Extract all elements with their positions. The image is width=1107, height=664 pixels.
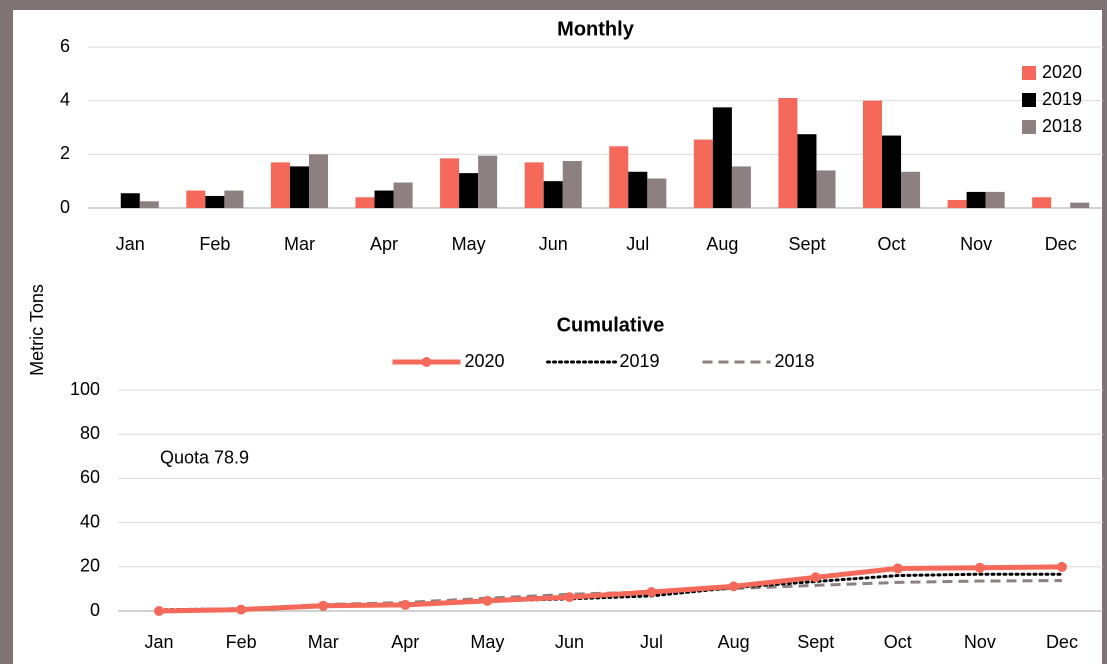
- x-tick-label: Feb: [199, 234, 230, 254]
- bar: [139, 201, 159, 208]
- line-marker: [1056, 561, 1067, 572]
- y-tick-label: 0: [90, 600, 100, 620]
- bar: [862, 100, 883, 208]
- x-tick-label: Dec: [1045, 234, 1077, 254]
- bar: [712, 107, 732, 208]
- line-marker: [892, 563, 903, 574]
- line-marker: [646, 586, 657, 597]
- legend-label: 2019: [1042, 89, 1082, 109]
- bar: [985, 191, 1005, 208]
- line-marker: [318, 600, 329, 611]
- line: [158, 564, 1062, 614]
- x-tick-label: Sept: [788, 234, 825, 254]
- y-tick-label: 2: [60, 143, 70, 163]
- bar: [731, 166, 751, 208]
- legend-label: 2018: [775, 351, 815, 371]
- bar: [478, 155, 498, 208]
- x-tick-label: Mar: [308, 632, 339, 652]
- x-tick-label: Nov: [964, 632, 996, 652]
- bar: [289, 166, 309, 208]
- x-tick-label: Feb: [226, 632, 257, 652]
- line-marker: [236, 604, 247, 615]
- bar: [901, 171, 921, 208]
- x-tick-label: Jan: [116, 234, 145, 254]
- legend-swatch: [1022, 93, 1036, 107]
- y-tick-label: 80: [80, 423, 100, 443]
- y-tick-label: 6: [60, 36, 70, 56]
- bar: [816, 170, 836, 208]
- bar: [693, 139, 713, 208]
- legend-label: 2020: [1042, 62, 1082, 82]
- x-tick-label: Sept: [797, 632, 834, 652]
- x-tick-label: May: [452, 234, 486, 254]
- x-tick-label: Nov: [960, 234, 992, 254]
- x-tick-label: Jan: [145, 632, 174, 652]
- bar: [205, 195, 225, 208]
- legend-label: 2018: [1042, 116, 1082, 136]
- bar: [882, 135, 902, 208]
- legend-swatch: [1022, 66, 1036, 80]
- legend-label: 2019: [620, 351, 660, 371]
- x-tick-label: Jun: [555, 632, 584, 652]
- bar: [797, 134, 817, 208]
- bar: [647, 178, 667, 208]
- chart-background: [13, 10, 1102, 664]
- line-marker: [154, 606, 165, 616]
- chart-title: Cumulative: [557, 314, 665, 336]
- bar: [186, 190, 206, 208]
- bar: [966, 191, 986, 208]
- bar: [524, 162, 544, 208]
- legend-marker: [421, 357, 432, 367]
- bar: [440, 158, 460, 208]
- bar: [543, 181, 563, 208]
- bar: [778, 97, 798, 208]
- x-tick-label: Apr: [370, 234, 398, 254]
- bar: [1070, 202, 1090, 208]
- y-axis-label: Metric Tons: [27, 284, 47, 376]
- y-tick-label: 0: [60, 197, 70, 217]
- bar: [120, 193, 140, 208]
- y-tick-label: 20: [80, 556, 100, 576]
- y-tick-label: 4: [60, 89, 70, 109]
- x-tick-label: Mar: [284, 234, 315, 254]
- bar: [562, 161, 582, 208]
- y-tick-label: 60: [80, 467, 100, 487]
- legend-swatch: [1022, 120, 1036, 134]
- x-tick-label: Jul: [640, 632, 663, 652]
- bar: [224, 190, 244, 208]
- bar: [609, 146, 629, 208]
- x-tick-label: Aug: [706, 234, 738, 254]
- bar: [308, 154, 329, 208]
- y-tick-label: 100: [70, 379, 100, 399]
- line-marker: [400, 599, 411, 610]
- bar: [947, 199, 967, 208]
- bar: [393, 182, 413, 208]
- bar: [1032, 197, 1052, 208]
- chart-title: Monthly: [557, 18, 635, 40]
- x-tick-label: Apr: [391, 632, 419, 652]
- x-tick-label: Jun: [539, 234, 568, 254]
- line-marker: [482, 595, 493, 606]
- x-tick-label: Aug: [718, 632, 750, 652]
- bar: [270, 162, 290, 208]
- x-tick-label: Jul: [626, 234, 649, 254]
- line-marker: [974, 562, 985, 573]
- bar: [459, 173, 479, 208]
- y-tick-label: 40: [80, 511, 100, 531]
- bar: [628, 171, 648, 208]
- x-tick-label: May: [470, 632, 504, 652]
- bar: [355, 197, 375, 208]
- line-marker: [564, 592, 575, 603]
- x-tick-label: Oct: [884, 632, 912, 652]
- x-tick-label: Dec: [1046, 632, 1078, 652]
- x-tick-label: Oct: [878, 234, 906, 254]
- quota-label: Quota 78.9: [160, 447, 249, 467]
- bar: [374, 190, 394, 208]
- line-marker: [810, 572, 821, 583]
- line-marker: [728, 581, 739, 592]
- legend-label: 2020: [465, 351, 505, 371]
